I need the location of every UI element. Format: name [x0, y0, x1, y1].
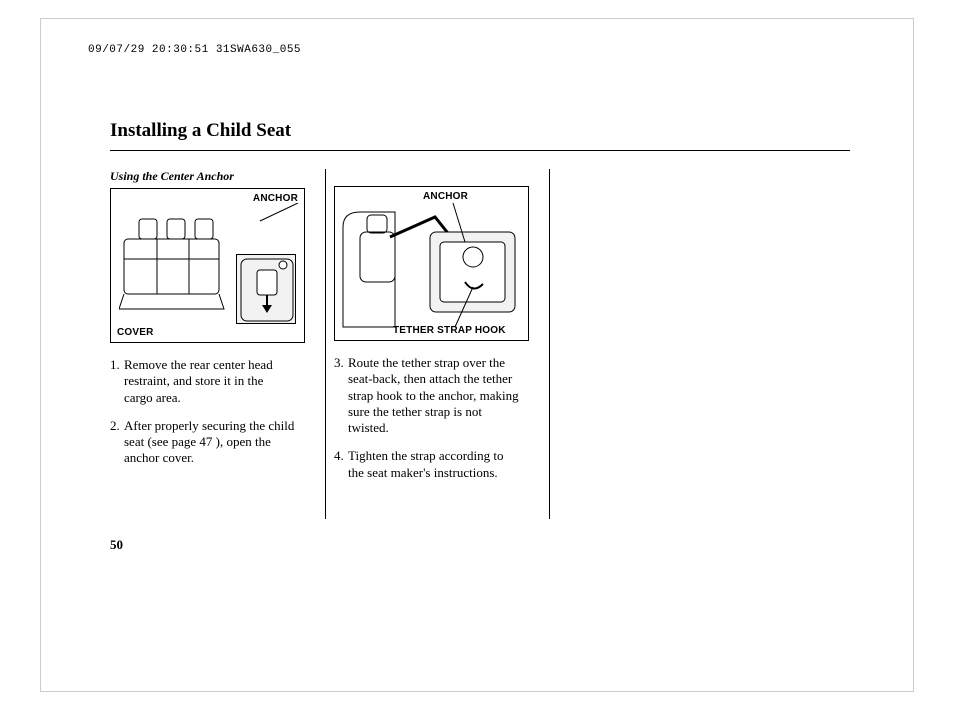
column-3	[558, 169, 773, 519]
figure-1: ANCHOR COVER	[110, 188, 305, 343]
step-number: 2.	[110, 418, 124, 467]
step-text: Remove the rear center head restraint, a…	[124, 357, 295, 406]
figure1-seat-sketch	[119, 209, 229, 329]
step-item: 3. Route the tether strap over the seat-…	[334, 355, 519, 436]
column-1: Using the Center Anchor ANCHOR COVER	[110, 169, 325, 519]
figure1-inset-art	[237, 255, 297, 325]
page-title: Installing a Child Seat	[110, 120, 850, 142]
column-divider-2	[549, 169, 550, 519]
figure1-leader	[250, 203, 300, 223]
columns: Using the Center Anchor ANCHOR COVER	[110, 169, 850, 519]
figure-2: ANCHOR TETHER STRAP HOOK	[334, 186, 529, 341]
doc-timestamp: 09/07/29 20:30:51 31SWA630_055	[88, 44, 301, 56]
steps-list-1: 1. Remove the rear center head restraint…	[110, 357, 295, 467]
step-text: Route the tether strap over the seat-bac…	[348, 355, 519, 436]
step-number: 4.	[334, 448, 348, 481]
figure1-inset	[236, 254, 296, 324]
step-number: 1.	[110, 357, 124, 406]
step-text: After properly securing the child seat (…	[124, 418, 295, 467]
spacer	[334, 169, 519, 186]
steps-list-2: 3. Route the tether strap over the seat-…	[334, 355, 519, 481]
section-subhead: Using the Center Anchor	[110, 169, 295, 184]
figure2-sketch	[335, 187, 530, 342]
step-number: 3.	[334, 355, 348, 436]
step-item: 2. After properly securing the child sea…	[110, 418, 295, 467]
page-number: 50	[110, 537, 123, 553]
page: 09/07/29 20:30:51 31SWA630_055 Installin…	[0, 0, 954, 710]
column-divider-1	[325, 169, 326, 519]
step-item: 4. Tighten the strap according to the se…	[334, 448, 519, 481]
step-item: 1. Remove the rear center head restraint…	[110, 357, 295, 406]
step-text: Tighten the strap according to the seat …	[348, 448, 519, 481]
column-2: ANCHOR TETHER STRAP HOOK	[334, 169, 549, 519]
title-rule	[110, 150, 850, 151]
content-area: Installing a Child Seat Using the Center…	[110, 120, 850, 519]
